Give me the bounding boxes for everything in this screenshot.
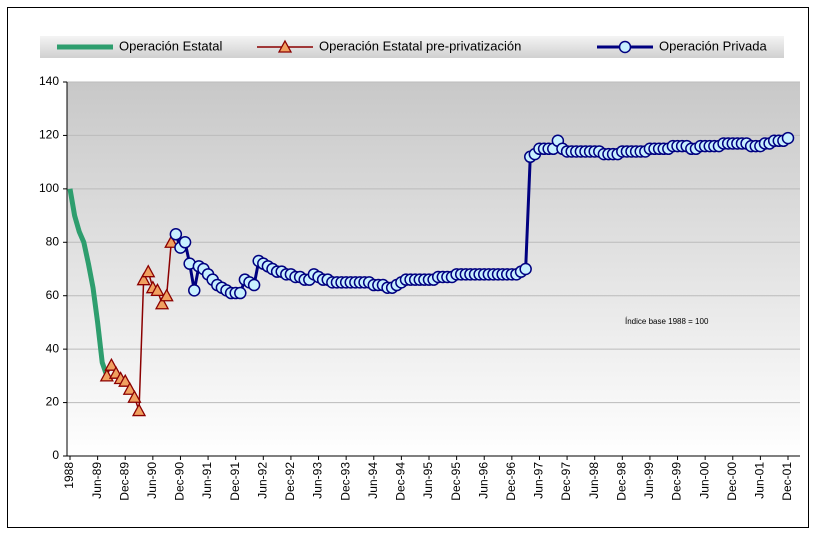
y-tick-label: 100 — [39, 181, 59, 195]
x-tick-label: Jun-99 — [642, 462, 656, 499]
x-tick-label: Jun-00 — [697, 462, 711, 499]
x-tick-label: Dec-00 — [725, 462, 739, 501]
x-tick-label: Dec-98 — [614, 462, 628, 501]
marker — [131, 403, 147, 417]
marker — [618, 40, 632, 54]
x-tick-label: 1988 — [62, 462, 76, 489]
x-tick-label: Jun-92 — [255, 462, 269, 499]
legend-box — [40, 36, 784, 58]
x-tick-label: Dec-96 — [504, 462, 518, 501]
y-tick-label: 0 — [52, 448, 59, 462]
x-tick-label: Jun-90 — [145, 462, 159, 499]
series-line — [67, 188, 110, 377]
marker — [141, 264, 156, 278]
x-tick-label: Dec-93 — [338, 462, 352, 501]
x-tick-label: Jun-89 — [90, 462, 104, 499]
x-tick-label: Dec-97 — [559, 462, 573, 501]
x-tick-label: Jun-98 — [587, 462, 601, 499]
marker — [150, 283, 165, 297]
y-tick-label: 80 — [46, 234, 60, 248]
annotation: Índice base 1988 = 100 — [625, 317, 709, 326]
marker — [781, 131, 795, 145]
marker — [118, 373, 133, 387]
x-tick-label: Jun-93 — [311, 462, 325, 499]
x-tick-label: Jun-01 — [753, 462, 767, 499]
x-tick-label: Jun-91 — [200, 462, 214, 499]
marker — [164, 234, 179, 248]
y-tick-label: 120 — [39, 128, 59, 142]
marker — [178, 236, 192, 249]
x-tick-label: Jun-97 — [532, 462, 546, 499]
marker — [159, 288, 174, 302]
marker — [519, 262, 532, 276]
marker — [136, 272, 151, 286]
legend-label: Operación Privada — [659, 38, 767, 53]
y-tick-label: 60 — [46, 288, 60, 302]
x-tick-label: Dec-90 — [173, 462, 187, 501]
x-tick-label: Dec-01 — [780, 462, 794, 501]
x-tick-label: Jun-95 — [421, 462, 435, 499]
x-tick-label: Jun-96 — [476, 462, 490, 499]
legend-label: Operación Estatal — [119, 38, 222, 53]
y-tick-label: 140 — [39, 74, 59, 88]
legend-label: Operación Estatal pre-privatización — [319, 38, 521, 53]
marker — [127, 389, 142, 403]
marker — [169, 228, 183, 241]
plot-area — [67, 82, 800, 456]
marker — [154, 296, 170, 310]
marker — [234, 286, 247, 300]
marker — [277, 39, 293, 53]
x-tick-label: Dec-89 — [117, 462, 131, 501]
x-tick-label: Dec-95 — [449, 462, 463, 501]
x-tick-label: Dec-99 — [670, 462, 684, 501]
y-tick-label: 40 — [46, 341, 60, 355]
marker — [122, 381, 137, 395]
x-tick-label: Dec-92 — [283, 462, 297, 501]
x-tick-label: Dec-94 — [394, 462, 408, 501]
marker — [247, 278, 261, 292]
y-tick-label: 20 — [46, 395, 60, 409]
marker — [188, 284, 201, 297]
x-tick-label: Jun-94 — [366, 462, 380, 499]
marker — [104, 357, 119, 371]
x-tick-label: Dec-91 — [228, 462, 242, 501]
